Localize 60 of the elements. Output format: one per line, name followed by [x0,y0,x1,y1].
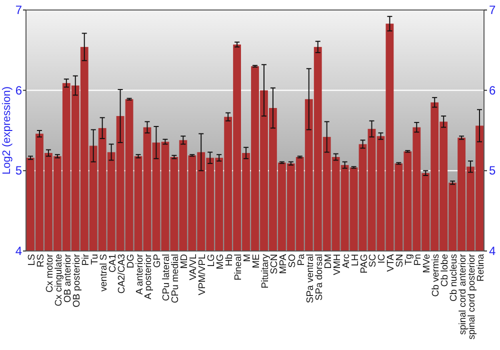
x-tick-label: DG [125,254,136,268]
x-tick-label: spinal cord posterior [466,254,478,340]
y2-tick-label: 4 [489,244,496,258]
x-tick-label: Tg [404,254,415,266]
x-tick-label: Cb lobe [440,254,451,287]
x-tick-label: IC [376,254,388,264]
x-tick-label: Hb [224,254,236,266]
x-tick-label: Cb nucleus [448,254,460,302]
x-tick-label: VA/VL [188,254,200,280]
x-tick-label: SPa ventral [304,254,316,304]
x-tick-label: OB posterior [71,254,82,308]
y2-tick-label: 7 [489,3,496,17]
x-tick-label: Pir [80,254,92,266]
x-tick-label: SCN [268,254,280,274]
x-tick-label: VPM/VPL [197,254,208,296]
x-tick-label: M [242,254,254,262]
x-tick-label: Cx motor [44,254,56,293]
x-tick-label: ME [251,254,262,268]
x-tick-label: CA1 [107,254,118,272]
x-tick-label: Cx cingulate [53,254,64,306]
y-tick-label: 5 [15,164,22,178]
x-tick-label: DM [322,254,334,269]
x-tick-label: MD [179,254,190,269]
x-tick-label: SC [368,254,379,268]
x-tick-label: Retina [476,253,487,282]
x-tick-label: OB anterior [62,254,74,303]
x-tick-label: VTA [386,253,397,272]
y-tick-label: 4 [15,244,22,258]
x-tick-label: LH [350,254,361,266]
x-tick-label: CPu medial [170,254,182,304]
x-tick-label: SPa dorsal [314,254,325,300]
x-tick-label: Pa [296,253,307,266]
x-tick-label: MPA [278,253,289,274]
x-tick-label: A anterior [134,254,146,295]
y-axis-title: Log2 (expression) [1,86,13,175]
x-tick-label: MG [215,254,226,270]
x-tick-label: Pineal [233,254,244,280]
y-tick-label: 7 [15,3,22,17]
x-tick-label: Pn [412,254,424,266]
x-tick-label: RS [35,254,46,268]
x-tick-label: CA2/CA3 [116,254,128,294]
x-tick-label: A posterior [143,254,154,300]
y-tick-label: 6 [15,83,22,98]
x-tick-label: PAG [358,254,370,274]
x-tick-label: Cb vermis [430,254,442,297]
x-tick-label: spinal cord anterior [458,254,469,335]
x-tick-label: GP [152,254,164,268]
x-tick-label: MVe [422,254,433,274]
y2-tick-label: 6 [489,83,496,98]
x-tick-label: Pituitary [260,254,271,288]
x-tick-label: Arc [340,254,352,268]
x-tick-label: CPu lateral [161,254,172,301]
x-tick-label: LS [26,254,38,266]
x-tick-label: Tu [89,254,100,265]
x-tick-label: SO [286,254,298,268]
x-tick-label: LG [206,254,218,267]
x-tick-label: VMH [332,254,343,276]
x-tick-label: ventral S [98,254,110,292]
y2-tick-label: 5 [489,164,496,178]
x-tick-label: SN [394,254,406,268]
